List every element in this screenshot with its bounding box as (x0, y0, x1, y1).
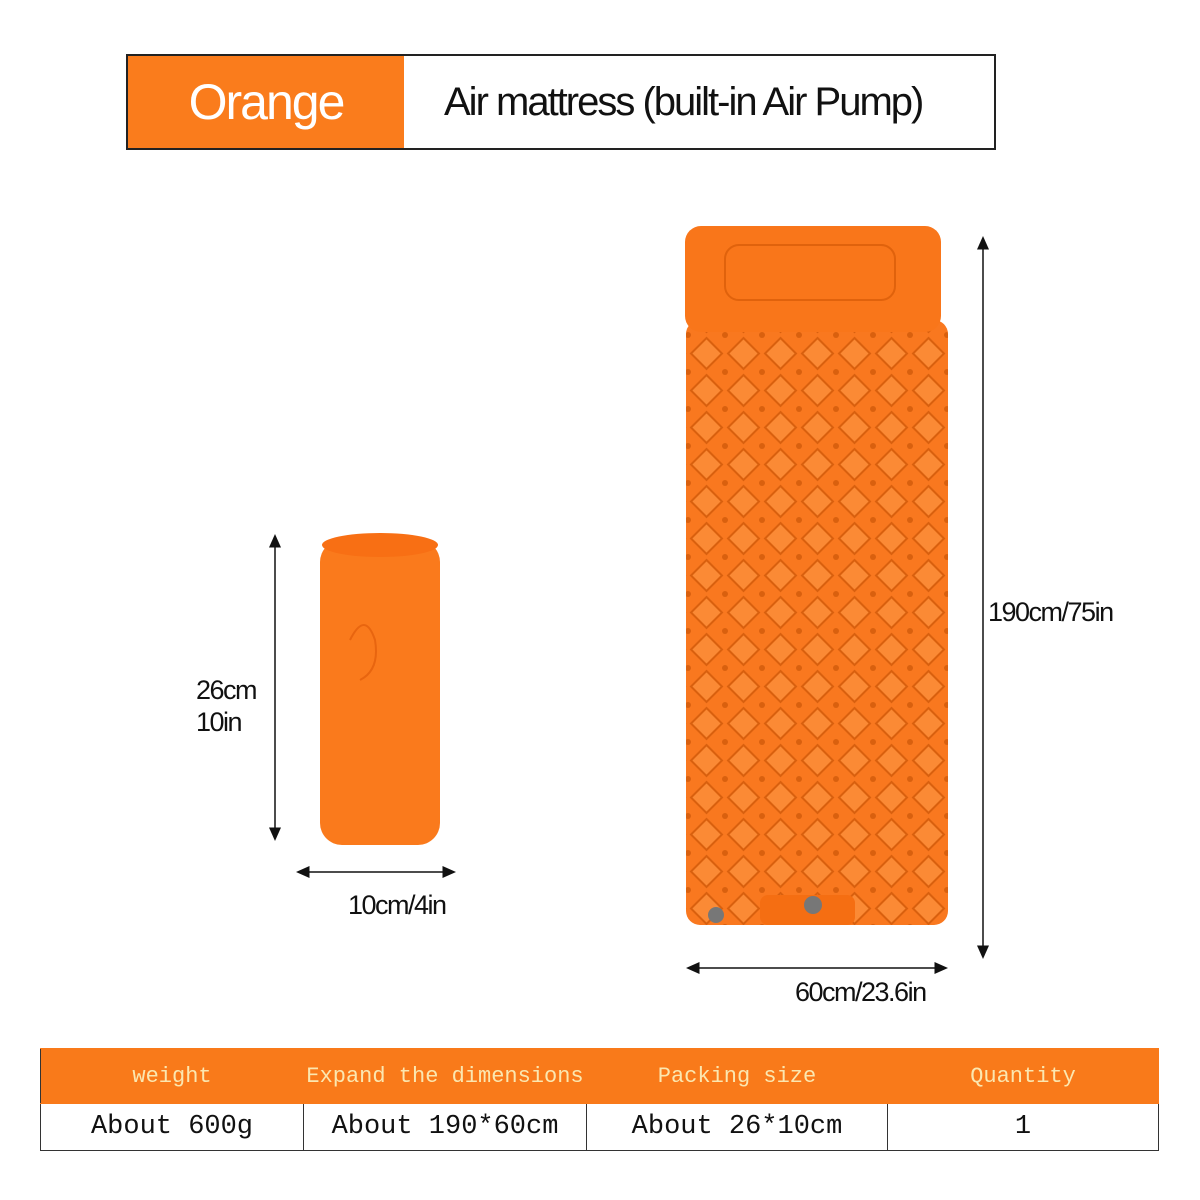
packed-width-label: 10cm/4in (348, 890, 447, 920)
title-banner: Orange Air mattress (built-in Air Pump) (126, 54, 996, 150)
header-weight: weight (40, 1048, 304, 1104)
mattress-width-label: 60cm/23.6in (795, 977, 927, 1007)
color-label: Orange (128, 56, 404, 148)
packed-height-cm: 26cm (196, 675, 258, 705)
cell-expand-dimensions: About 190*60cm (303, 1103, 587, 1151)
mattress-length-label: 190cm/75in (988, 597, 1114, 627)
packed-bag (320, 533, 440, 845)
spec-table-header: weight Expand the dimensions Packing siz… (40, 1048, 1159, 1104)
spec-table: weight Expand the dimensions Packing siz… (40, 1048, 1159, 1151)
cell-packing-size: About 26*10cm (586, 1103, 888, 1151)
mattress (685, 226, 948, 925)
header-quantity: Quantity (887, 1048, 1159, 1104)
header-expand-dimensions: Expand the dimensions (303, 1048, 587, 1104)
valve-icon (708, 907, 724, 923)
packed-height-in: 10in (196, 707, 243, 737)
cell-weight: About 600g (40, 1103, 304, 1151)
packed-height-label: 26cm 10in (196, 674, 258, 738)
table-row: About 600g About 190*60cm About 26*10cm … (40, 1103, 1159, 1151)
cell-quantity: 1 (887, 1103, 1159, 1151)
valve-icon (804, 896, 822, 914)
header-packing-size: Packing size (586, 1048, 888, 1104)
product-label: Air mattress (built-in Air Pump) (444, 79, 924, 124)
